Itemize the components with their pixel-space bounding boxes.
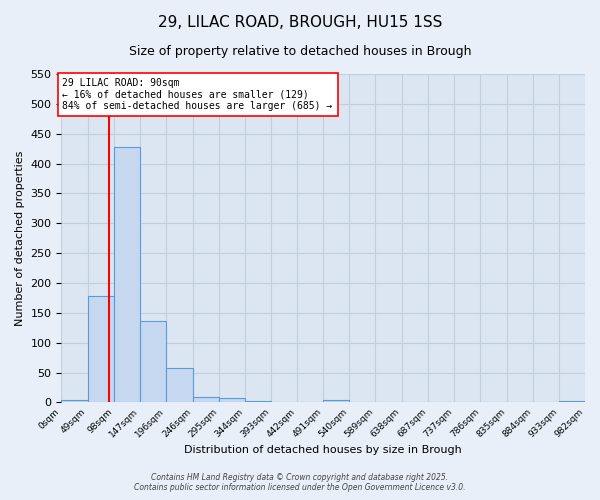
- Bar: [88, 296, 113, 403]
- Y-axis label: Number of detached properties: Number of detached properties: [15, 150, 25, 326]
- Bar: [140, 322, 166, 402]
- Bar: [61, 400, 88, 402]
- Text: 29, LILAC ROAD, BROUGH, HU15 1SS: 29, LILAC ROAD, BROUGH, HU15 1SS: [158, 15, 442, 30]
- Bar: [559, 400, 585, 402]
- Bar: [193, 397, 218, 402]
- X-axis label: Distribution of detached houses by size in Brough: Distribution of detached houses by size …: [184, 445, 462, 455]
- Bar: [323, 400, 349, 402]
- Text: 29 LILAC ROAD: 90sqm
← 16% of detached houses are smaller (129)
84% of semi-deta: 29 LILAC ROAD: 90sqm ← 16% of detached h…: [62, 78, 333, 112]
- Text: Contains HM Land Registry data © Crown copyright and database right 2025.
Contai: Contains HM Land Registry data © Crown c…: [134, 473, 466, 492]
- Bar: [113, 147, 140, 403]
- Text: Size of property relative to detached houses in Brough: Size of property relative to detached ho…: [129, 45, 471, 58]
- Bar: [166, 368, 193, 402]
- Bar: [218, 398, 245, 402]
- Bar: [245, 400, 271, 402]
